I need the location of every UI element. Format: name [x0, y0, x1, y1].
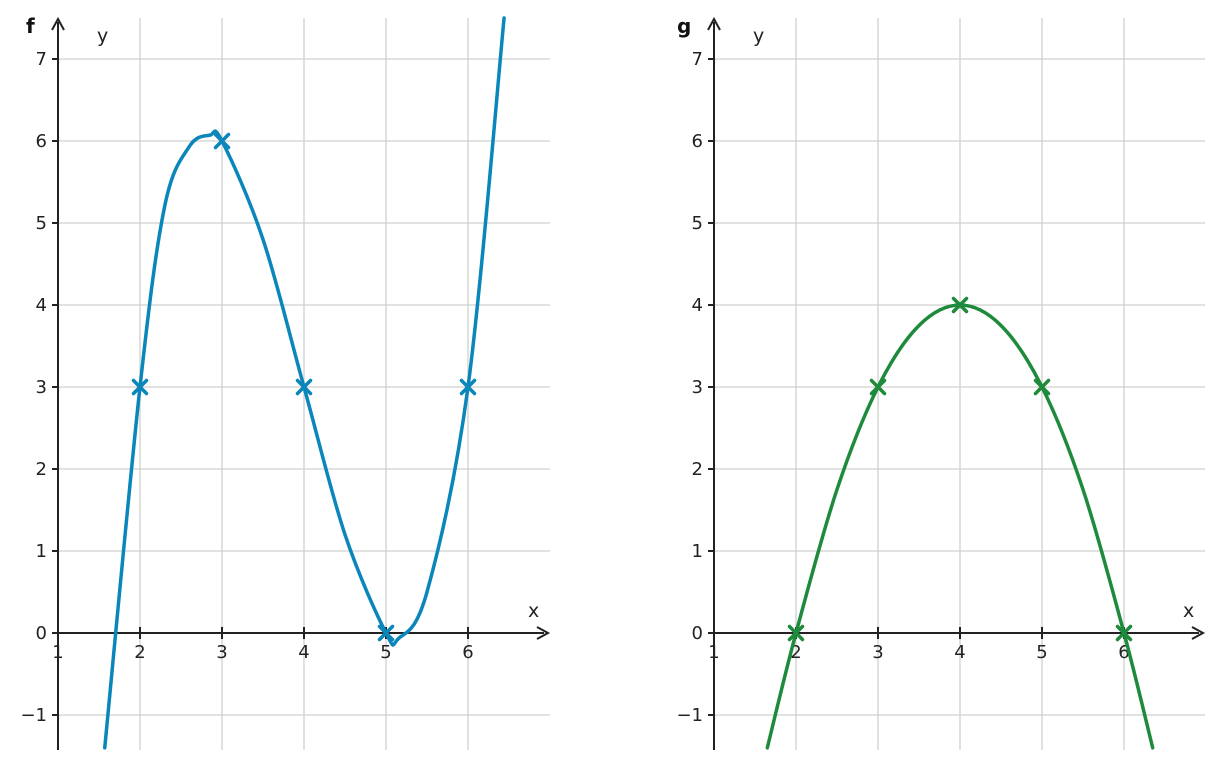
data-point-marker [131, 378, 149, 396]
marker-stroke [213, 132, 231, 150]
y-tick-label: 4 [36, 295, 47, 316]
y-tick-label: 1 [36, 541, 47, 562]
marker-stroke [131, 378, 149, 396]
x-tick-label: 1 [708, 642, 719, 663]
marker-stroke [787, 624, 805, 642]
y-tick-label: 2 [692, 459, 703, 480]
marker-stroke [869, 378, 887, 396]
y-tick-label: 3 [692, 377, 703, 398]
y-tick-label: 0 [692, 623, 703, 644]
y-tick-label: 6 [36, 131, 47, 152]
x-tick-label: 6 [1118, 642, 1129, 663]
data-point-marker [213, 132, 231, 150]
data-point-marker [295, 378, 313, 396]
x-tick-label: 2 [790, 642, 801, 663]
y-tick-label: 7 [36, 49, 47, 70]
x-axis-arrow [536, 626, 551, 640]
y-tick-label: 0 [36, 623, 47, 644]
data-point-marker [1115, 624, 1133, 642]
y-tick-label: 7 [692, 49, 703, 70]
y-axis-label-g: y [753, 25, 764, 47]
x-axis-arrow [1191, 626, 1206, 640]
data-point-marker [787, 624, 805, 642]
data-point-marker [459, 378, 477, 396]
data-point-marker [869, 378, 887, 396]
y-axis-arrow [51, 16, 65, 31]
function-curve [102, 16, 506, 750]
y-axis-label-f: y [97, 25, 108, 47]
y-axis-arrow [707, 16, 721, 31]
data-point-marker [1033, 378, 1051, 396]
x-tick-label: 3 [216, 642, 227, 663]
x-axis-label-f: x [528, 600, 539, 622]
x-tick-label: 1 [52, 642, 63, 663]
y-tick-label: −1 [676, 705, 703, 726]
marker-stroke [377, 624, 395, 642]
marker-stroke [951, 296, 969, 314]
y-tick-label: 3 [36, 377, 47, 398]
x-tick-label: 4 [954, 642, 965, 663]
y-tick-label: 2 [36, 459, 47, 480]
marker-stroke [1115, 624, 1133, 642]
x-tick-label: 6 [462, 642, 473, 663]
x-tick-label: 5 [380, 642, 391, 663]
y-tick-label: −1 [20, 705, 47, 726]
y-tick-label: 1 [692, 541, 703, 562]
function-label-f: f [26, 14, 35, 38]
y-tick-label: 5 [692, 213, 703, 234]
y-tick-label: 5 [36, 213, 47, 234]
x-tick-label: 3 [872, 642, 883, 663]
function-label-g: g [677, 14, 691, 38]
marker-stroke [295, 378, 313, 396]
marker-stroke [459, 378, 477, 396]
y-tick-label: 4 [692, 295, 703, 316]
marker-stroke [1033, 378, 1051, 396]
x-tick-label: 5 [1036, 642, 1047, 663]
x-tick-label: 2 [134, 642, 145, 663]
x-tick-label: 4 [298, 642, 309, 663]
y-tick-label: 6 [692, 131, 703, 152]
data-point-marker [377, 624, 395, 642]
data-point-marker [951, 296, 969, 314]
x-axis-label-g: x [1183, 600, 1194, 622]
